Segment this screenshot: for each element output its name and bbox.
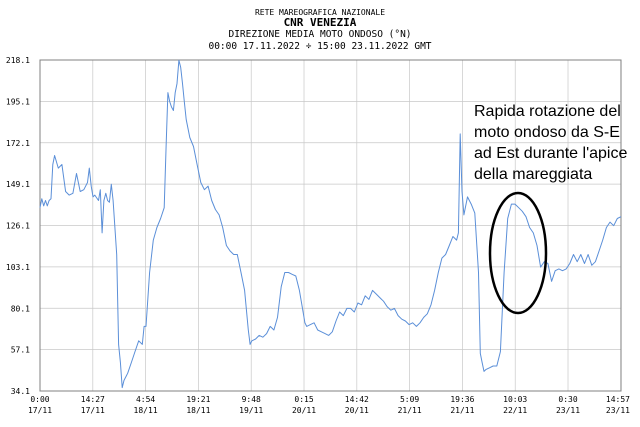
station-title: CNR VENEZIA (284, 16, 357, 29)
y-tick-label: 57.1 (11, 346, 30, 355)
annotation-line-3: ad Est durante l'apice (474, 145, 627, 162)
parameter-title: DIREZIONE MEDIA MOTO ONDOSO (°N) (228, 29, 411, 40)
series-line (39, 59, 622, 389)
y-tick-label: 218.1 (6, 56, 30, 65)
annotation-ellipse (488, 191, 548, 315)
y-tick-label: 34.1 (11, 387, 30, 396)
y-tick-label: 80.1 (11, 304, 30, 313)
y-tick-label: 195.1 (6, 97, 30, 106)
x-tick-time: 14:57 (606, 395, 630, 404)
annotation-line-2: moto ondoso da S-E (474, 124, 620, 141)
x-tick-time: 9:48 (242, 395, 261, 404)
y-tick-label: 149.1 (6, 180, 30, 189)
x-tick-date: 18/11 (186, 406, 210, 415)
x-tick-time: 5:09 (400, 395, 419, 404)
y-tick-label: 103.1 (6, 263, 30, 272)
x-tick-time: 4:54 (136, 395, 155, 404)
y-tick-label: 172.1 (6, 139, 30, 148)
x-tick-time: 14:42 (345, 395, 369, 404)
period-title: 00:00 17.11.2022 ÷ 15:00 23.11.2022 GMT (208, 41, 431, 52)
x-tick-date: 20/11 (345, 406, 369, 415)
y-tick-label: 126.1 (6, 222, 30, 231)
axes (39, 59, 622, 392)
x-tick-time: 0:00 (30, 395, 49, 404)
x-tick-date: 21/11 (398, 406, 422, 415)
network-title: RETE MAREOGRAFICA NAZIONALE (255, 8, 385, 17)
annotation-line-1: Rapida rotazione del (474, 103, 621, 120)
annotation-line-4: della mareggiata (474, 166, 592, 183)
x-tick-time: 0:30 (558, 395, 577, 404)
x-tick-time: 10:03 (503, 395, 527, 404)
tick-labels: 34.1 57.1 80.1 103.1 126.1 149.1 172.1 195.1 218… (6, 56, 630, 415)
x-tick-time: 0:15 (294, 395, 313, 404)
x-tick-date: 18/11 (134, 406, 158, 415)
x-tick-date: 21/11 (450, 406, 474, 415)
x-tick-date: 19/11 (239, 406, 263, 415)
x-tick-date: 17/11 (81, 406, 105, 415)
x-tick-date: 23/11 (606, 406, 630, 415)
x-tick-time: 19:36 (450, 395, 474, 404)
x-tick-date: 17/11 (28, 406, 52, 415)
plot-frame (39, 59, 622, 392)
x-tick-time: 14:27 (81, 395, 105, 404)
x-tick-date: 20/11 (292, 406, 316, 415)
annotation: Rapida rotazione del moto ondoso da S-E … (474, 103, 627, 315)
x-tick-time: 19:21 (186, 395, 210, 404)
x-tick-date: 22/11 (503, 406, 527, 415)
x-tick-date: 23/11 (556, 406, 580, 415)
series-layer (39, 59, 622, 389)
